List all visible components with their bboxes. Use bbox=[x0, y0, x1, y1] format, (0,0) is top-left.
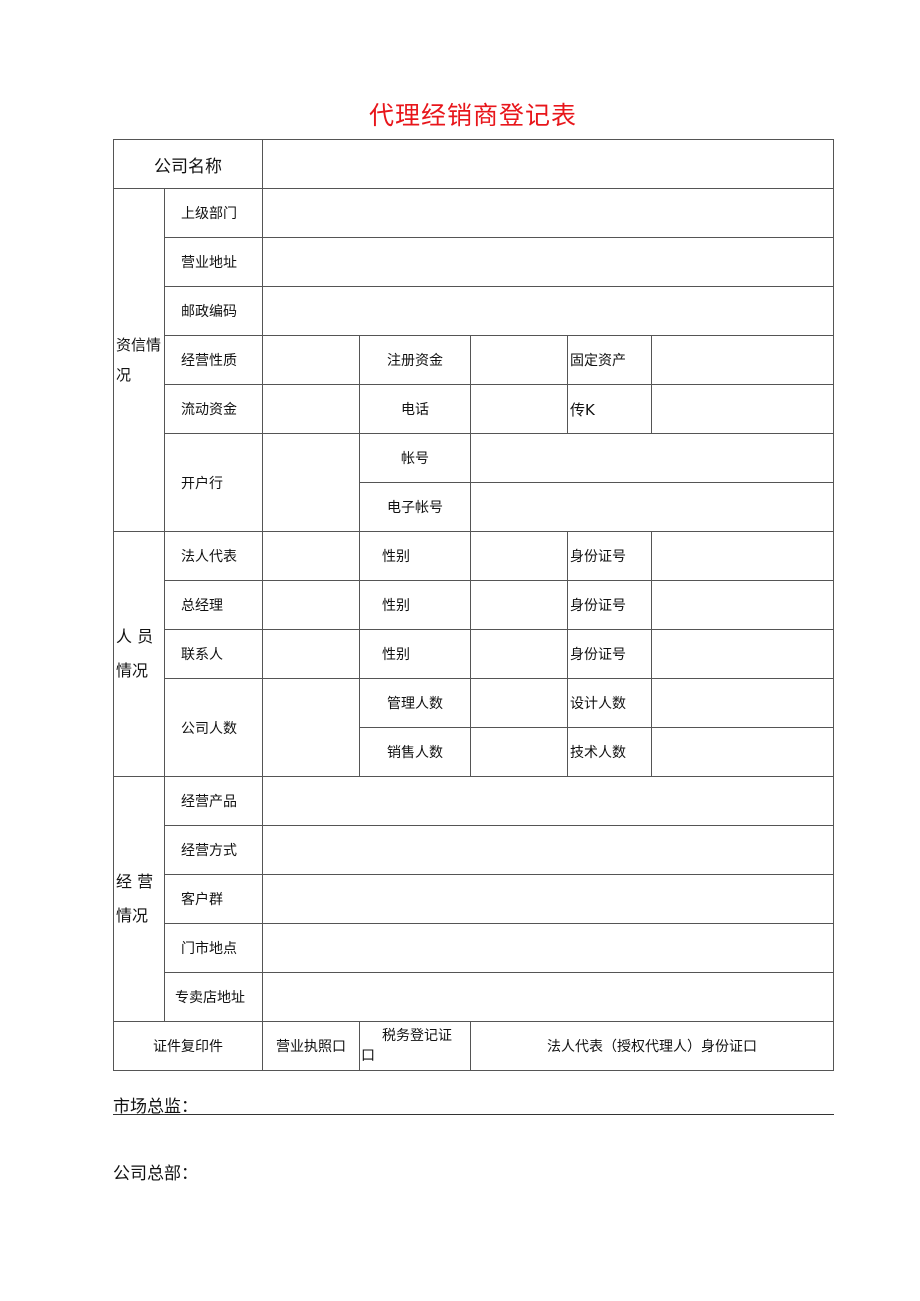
postal-code-label: 邮政编码 bbox=[164, 286, 263, 336]
license-copy-checkbox[interactable]: 营业执照口 bbox=[262, 1021, 360, 1071]
store-location-label: 门市地点 bbox=[164, 923, 263, 973]
sales-count-field[interactable] bbox=[470, 727, 568, 777]
design-count-label: 设计人数 bbox=[567, 678, 652, 728]
postal-code-field[interactable] bbox=[261, 286, 835, 336]
contact-field[interactable] bbox=[262, 629, 360, 679]
company-name-field[interactable] bbox=[261, 139, 835, 189]
registration-table: 公司名称 资信情况 上级部门 营业地址 邮政编码 经营性质 注册资金 固定资产 … bbox=[113, 139, 835, 1071]
copies-label: 证件复印件 bbox=[113, 1021, 263, 1071]
gm-gender-field[interactable] bbox=[470, 580, 568, 630]
bank-label: 开户行 bbox=[164, 433, 263, 532]
section-staff: 人 员 情况 bbox=[113, 531, 165, 777]
superior-dept-label: 上级部门 bbox=[164, 188, 263, 238]
business-nature-label: 经营性质 bbox=[164, 335, 263, 385]
e-account-field[interactable] bbox=[469, 482, 835, 532]
legal-rep-gender-field[interactable] bbox=[470, 531, 568, 581]
products-label: 经营产品 bbox=[164, 776, 263, 826]
gm-id-field[interactable] bbox=[650, 580, 835, 630]
design-count-field[interactable] bbox=[650, 678, 835, 728]
legal-rep-field[interactable] bbox=[262, 531, 360, 581]
bank-field[interactable] bbox=[262, 433, 360, 532]
account-label: 帐号 bbox=[359, 433, 471, 483]
contact-id-label: 身份证号 bbox=[567, 629, 652, 679]
market-director-label: 市场总监： bbox=[113, 1097, 198, 1117]
sales-count-label: 销售人数 bbox=[359, 727, 471, 777]
gm-id-label: 身份证号 bbox=[567, 580, 652, 630]
working-capital-field[interactable] bbox=[262, 384, 360, 434]
tax-cert-box: 口 bbox=[361, 1048, 375, 1064]
legal-id-copy-checkbox[interactable]: 法人代表（授权代理人）身份证口 bbox=[469, 1021, 835, 1071]
signature-line bbox=[113, 1114, 834, 1115]
products-field[interactable] bbox=[261, 776, 835, 826]
mgmt-count-label: 管理人数 bbox=[359, 678, 471, 728]
phone-label: 电话 bbox=[359, 384, 471, 434]
tech-count-field[interactable] bbox=[650, 727, 835, 777]
business-address-label: 营业地址 bbox=[164, 237, 263, 287]
shop-address-label: 专卖店地址 bbox=[164, 972, 263, 1022]
legal-rep-gender-label: 性别 bbox=[359, 531, 471, 581]
account-field[interactable] bbox=[469, 433, 835, 483]
working-capital-label: 流动资金 bbox=[164, 384, 263, 434]
contact-gender-label: 性别 bbox=[359, 629, 471, 679]
contact-label: 联系人 bbox=[164, 629, 263, 679]
contact-id-field[interactable] bbox=[650, 629, 835, 679]
section-credit: 资信情况 bbox=[113, 188, 165, 532]
headcount-label: 公司人数 bbox=[164, 678, 263, 777]
tech-count-label: 技术人数 bbox=[567, 727, 652, 777]
fax-field[interactable] bbox=[650, 384, 835, 434]
mgmt-count-field[interactable] bbox=[470, 678, 568, 728]
registered-capital-label: 注册资金 bbox=[359, 335, 471, 385]
mode-label: 经营方式 bbox=[164, 825, 263, 875]
tax-cert-text: 税务登记证 bbox=[382, 1028, 452, 1044]
gm-gender-label: 性别 bbox=[359, 580, 471, 630]
company-name-label: 公司名称 bbox=[113, 139, 263, 189]
form-title: 代理经销商登记表 bbox=[368, 101, 577, 130]
shop-address-field[interactable] bbox=[261, 972, 835, 1022]
customers-field[interactable] bbox=[261, 874, 835, 924]
tax-cert-copy-checkbox[interactable]: 税务登记证 口 bbox=[359, 1021, 471, 1071]
legal-rep-id-label: 身份证号 bbox=[567, 531, 652, 581]
fixed-assets-label: 固定资产 bbox=[567, 335, 652, 385]
fixed-assets-field[interactable] bbox=[650, 335, 835, 385]
mode-field[interactable] bbox=[261, 825, 835, 875]
legal-rep-label: 法人代表 bbox=[164, 531, 263, 581]
gm-field[interactable] bbox=[262, 580, 360, 630]
customers-label: 客户群 bbox=[164, 874, 263, 924]
contact-gender-field[interactable] bbox=[470, 629, 568, 679]
store-location-field[interactable] bbox=[261, 923, 835, 973]
gm-label: 总经理 bbox=[164, 580, 263, 630]
registered-capital-field[interactable] bbox=[470, 335, 568, 385]
headcount-field[interactable] bbox=[262, 678, 360, 777]
business-address-field[interactable] bbox=[261, 237, 835, 287]
phone-field[interactable] bbox=[470, 384, 568, 434]
e-account-label: 电子帐号 bbox=[359, 482, 471, 532]
headquarters-label: 公司总部： bbox=[113, 1164, 198, 1184]
fax-label: 传K bbox=[567, 384, 652, 434]
business-nature-field[interactable] bbox=[262, 335, 360, 385]
section-business: 经 营 情况 bbox=[113, 776, 165, 1022]
legal-rep-id-field[interactable] bbox=[650, 531, 835, 581]
superior-dept-field[interactable] bbox=[261, 188, 835, 238]
